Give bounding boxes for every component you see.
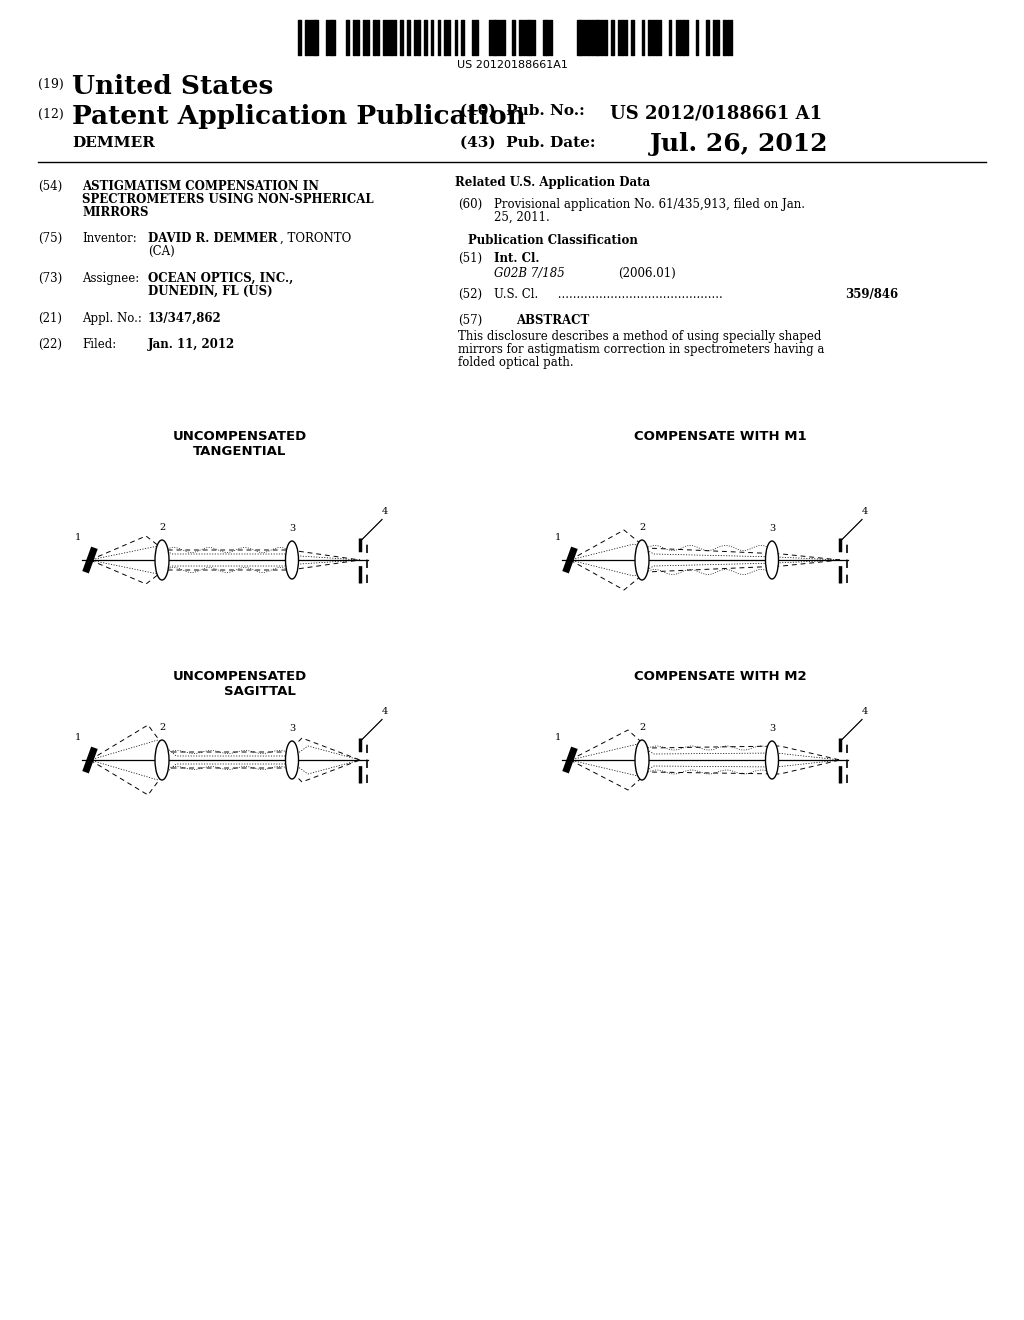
Text: 4: 4	[382, 706, 388, 715]
Text: UNCOMPENSATED: UNCOMPENSATED	[173, 671, 307, 682]
Ellipse shape	[155, 741, 169, 780]
Text: (43)  Pub. Date:: (43) Pub. Date:	[460, 136, 596, 150]
Ellipse shape	[766, 541, 778, 579]
Text: Filed:: Filed:	[82, 338, 117, 351]
Text: 2: 2	[639, 723, 645, 733]
Text: (19): (19)	[38, 78, 63, 91]
Text: ............................................: ........................................…	[554, 288, 726, 301]
Text: Jan. 11, 2012: Jan. 11, 2012	[148, 338, 236, 351]
Ellipse shape	[286, 741, 299, 779]
Text: 4: 4	[862, 706, 868, 715]
Text: (73): (73)	[38, 272, 62, 285]
Text: 13/347,862: 13/347,862	[148, 312, 222, 325]
Text: Publication Classification: Publication Classification	[468, 234, 638, 247]
Text: DUNEDIN, FL (US): DUNEDIN, FL (US)	[148, 285, 272, 298]
Text: 3: 3	[289, 723, 295, 733]
Text: 3: 3	[769, 723, 775, 733]
Text: Jul. 26, 2012: Jul. 26, 2012	[650, 132, 828, 156]
Text: ASTIGMATISM COMPENSATION IN: ASTIGMATISM COMPENSATION IN	[82, 180, 319, 193]
Text: Int. Cl.: Int. Cl.	[494, 252, 540, 265]
Text: Appl. No.:: Appl. No.:	[82, 312, 142, 325]
Text: MIRRORS: MIRRORS	[82, 206, 148, 219]
Text: COMPENSATE WITH M2: COMPENSATE WITH M2	[634, 671, 806, 682]
Text: ABSTRACT: ABSTRACT	[516, 314, 590, 327]
Text: 25, 2011.: 25, 2011.	[494, 211, 550, 224]
Text: Assignee:: Assignee:	[82, 272, 139, 285]
Ellipse shape	[286, 541, 299, 579]
Text: UNCOMPENSATED: UNCOMPENSATED	[173, 430, 307, 444]
Text: 4: 4	[382, 507, 388, 516]
Text: 3: 3	[289, 524, 295, 533]
Text: 1: 1	[555, 733, 561, 742]
Text: 2: 2	[159, 523, 165, 532]
Text: Provisional application No. 61/435,913, filed on Jan.: Provisional application No. 61/435,913, …	[494, 198, 805, 211]
Text: , TORONTO: , TORONTO	[280, 232, 351, 246]
Text: United States: United States	[72, 74, 273, 99]
Text: 1: 1	[76, 733, 82, 742]
Ellipse shape	[155, 540, 169, 579]
Text: 359/846: 359/846	[845, 288, 898, 301]
Text: (22): (22)	[38, 338, 62, 351]
Text: (57): (57)	[458, 314, 482, 327]
Text: (21): (21)	[38, 312, 62, 325]
Text: (12): (12)	[38, 108, 63, 121]
Text: DAVID R. DEMMER: DAVID R. DEMMER	[148, 232, 278, 246]
Text: (10)  Pub. No.:: (10) Pub. No.:	[460, 104, 585, 117]
Text: COMPENSATE WITH M1: COMPENSATE WITH M1	[634, 430, 806, 444]
Ellipse shape	[635, 540, 649, 579]
Text: 1: 1	[555, 533, 561, 541]
Text: DEMMER: DEMMER	[72, 136, 155, 150]
Text: U.S. Cl.: U.S. Cl.	[494, 288, 539, 301]
Text: US 2012/0188661 A1: US 2012/0188661 A1	[610, 104, 822, 121]
Text: (75): (75)	[38, 232, 62, 246]
Ellipse shape	[766, 741, 778, 779]
Text: (54): (54)	[38, 180, 62, 193]
Text: TANGENTIAL: TANGENTIAL	[194, 445, 287, 458]
Text: SPECTROMETERS USING NON-SPHERICAL: SPECTROMETERS USING NON-SPHERICAL	[82, 193, 374, 206]
Text: 3: 3	[769, 524, 775, 533]
Text: G02B 7/185: G02B 7/185	[494, 267, 565, 280]
Text: This disclosure describes a method of using specially shaped: This disclosure describes a method of us…	[458, 330, 821, 343]
Text: (52): (52)	[458, 288, 482, 301]
Text: SAGITTAL: SAGITTAL	[224, 685, 296, 698]
Text: Patent Application Publication: Patent Application Publication	[72, 104, 525, 129]
Text: US 20120188661A1: US 20120188661A1	[457, 59, 567, 70]
Text: (51): (51)	[458, 252, 482, 265]
Text: OCEAN OPTICS, INC.,: OCEAN OPTICS, INC.,	[148, 272, 293, 285]
Text: 4: 4	[862, 507, 868, 516]
Text: (CA): (CA)	[148, 246, 175, 257]
Text: Related U.S. Application Data: Related U.S. Application Data	[456, 176, 650, 189]
Text: folded optical path.: folded optical path.	[458, 356, 573, 370]
Text: (2006.01): (2006.01)	[618, 267, 676, 280]
Text: (60): (60)	[458, 198, 482, 211]
Text: 1: 1	[76, 533, 82, 541]
Text: Inventor:: Inventor:	[82, 232, 137, 246]
Text: 2: 2	[639, 523, 645, 532]
Text: mirrors for astigmatism correction in spectrometers having a: mirrors for astigmatism correction in sp…	[458, 343, 824, 356]
Ellipse shape	[635, 741, 649, 780]
Text: 2: 2	[159, 723, 165, 733]
